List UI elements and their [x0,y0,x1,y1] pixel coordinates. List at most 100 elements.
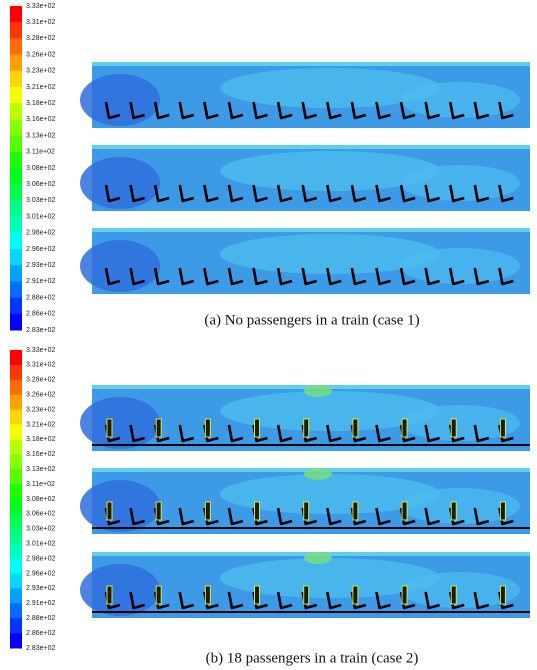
colorbar-label: 3.21e+02 [26,421,55,428]
contour-top [92,228,530,232]
colorbar-label: 2.96e+02 [26,570,55,577]
passenger [205,586,210,604]
colorbar-label: 2.88e+02 [26,615,55,622]
colorbar-segment [10,439,22,454]
cool-zone [80,397,160,449]
passenger [402,502,407,520]
hot-spot [304,385,332,397]
colorbar-label: 3.31e+02 [26,362,55,369]
colorbar-segment [10,454,22,469]
colorbar-label: 3.18e+02 [26,100,55,107]
colorbar-segment [10,298,22,315]
passenger [451,586,456,604]
figure: (a) No passengers in a train (case 1) (b… [0,0,537,670]
colorbar-label: 3.31e+02 [26,19,55,26]
contour-top [92,62,530,66]
colorbar-label: 3.08e+02 [26,165,55,172]
colorbar-segment [10,152,22,169]
contour-strip [80,145,530,211]
passenger [255,502,260,520]
colorbar-segment [10,603,22,618]
cool-zone [80,157,160,209]
colorbar-label: 3.26e+02 [26,51,55,58]
passenger [205,502,210,520]
cool-zone [80,564,160,616]
contour-strip [80,552,530,618]
colorbar-segment [10,484,22,499]
colorbar-label: 3.28e+02 [26,377,55,384]
colorbar-label: 3.13e+02 [26,132,55,139]
colorbar-segment [10,136,22,153]
passenger [402,419,407,437]
passenger [451,502,456,520]
colorbar-label: 2.86e+02 [26,311,55,318]
colorbar-segment [10,559,22,574]
colorbar-segment [10,217,22,234]
contour-strip [80,385,530,451]
colorbar-segment [10,168,22,185]
colorbar-label: 2.98e+02 [26,230,55,237]
colorbar-segment [10,544,22,559]
contour-strip [80,62,530,128]
colorbar-label: 3.23e+02 [26,406,55,413]
colorbar-label: 2.93e+02 [26,585,55,592]
passenger [156,502,161,520]
cool-zone [80,480,160,532]
passenger [156,419,161,437]
colorbar-segment [10,574,22,589]
colorbar-label: 3.21e+02 [26,84,55,91]
colorbar-segment [10,265,22,282]
passenger [107,502,112,520]
colorbar-label: 2.83e+02 [26,645,55,652]
colorbar-label: 3.16e+02 [26,116,55,123]
colorbar-segment [10,395,22,410]
colorbar-label: 2.98e+02 [26,555,55,562]
colorbar-segment [10,365,22,380]
colorbar-label: 2.93e+02 [26,262,55,269]
passenger [353,419,358,437]
colorbar-label: 3.01e+02 [26,213,55,220]
passenger [107,586,112,604]
contour-strip [80,228,530,294]
colorbar-segment [10,314,22,331]
colorbar-segment [10,38,22,55]
caption: (a) No passengers in a train (case 1) [204,312,419,328]
colorbar-segment [10,380,22,395]
colorbar-label: 3.26e+02 [26,392,55,399]
colorbar-segment [10,499,22,514]
colorbar-label: 3.06e+02 [26,181,55,188]
passenger [255,586,260,604]
colorbar-label: 3.11e+02 [26,481,55,488]
colorbar-segment [10,618,22,633]
colorbar-segment [10,87,22,104]
colorbar-label: 3.06e+02 [26,511,55,518]
colorbar-label: 2.96e+02 [26,246,55,253]
colorbar-segment [10,22,22,39]
colorbar-segment [10,410,22,425]
hot-spot [304,552,332,564]
passenger [304,586,309,604]
passenger [304,502,309,520]
passenger [500,419,505,437]
colorbar-segment [10,6,22,23]
colorbar-label: 3.16e+02 [26,451,55,458]
colorbar-segment [10,469,22,484]
colorbar-segment [10,200,22,217]
contour-top [92,145,530,149]
passenger [353,586,358,604]
passenger [402,586,407,604]
colorbar-segment [10,249,22,266]
colorbar-label: 2.91e+02 [26,600,55,607]
hot-spot [304,468,332,480]
passenger [451,419,456,437]
passenger [500,586,505,604]
colorbar-label: 3.18e+02 [26,436,55,443]
passenger [156,586,161,604]
passenger [500,502,505,520]
colorbar-label: 3.28e+02 [26,35,55,42]
cool-zone [80,74,160,126]
colorbar-label: 3.03e+02 [26,526,55,533]
colorbar-segment [10,425,22,440]
colorbar-label: 3.33e+02 [26,3,55,10]
colorbar-label: 3.23e+02 [26,68,55,75]
